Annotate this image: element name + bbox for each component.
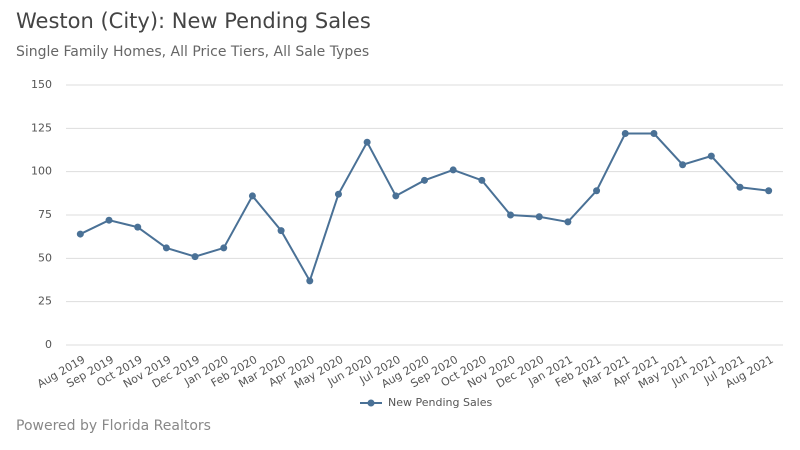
data-point (650, 130, 658, 138)
y-tick-label: 25 (38, 295, 52, 308)
data-point (277, 227, 285, 235)
data-point (334, 190, 342, 198)
data-point (306, 277, 314, 285)
data-point (363, 138, 371, 146)
data-point (392, 192, 400, 200)
data-point (765, 187, 773, 195)
data-point (535, 213, 543, 221)
data-point (564, 218, 572, 226)
data-point (621, 130, 629, 138)
legend-marker (367, 399, 375, 407)
chart-title: Weston (City): New Pending Sales (16, 9, 371, 33)
data-point (76, 230, 84, 238)
data-point (593, 187, 601, 195)
data-point (736, 183, 744, 191)
data-point (162, 244, 170, 252)
y-tick-label: 75 (38, 208, 52, 221)
data-point (507, 211, 515, 219)
source-note: Powered by Florida Realtors (16, 418, 211, 434)
data-point (105, 216, 113, 224)
data-point (707, 152, 715, 160)
data-point (248, 192, 256, 200)
data-point (449, 166, 457, 174)
y-tick-label: 0 (45, 338, 52, 351)
data-point (191, 253, 199, 261)
y-tick-label: 125 (31, 121, 52, 134)
legend-label: New Pending Sales (388, 396, 493, 409)
data-point (679, 161, 687, 169)
y-tick-label: 100 (31, 165, 52, 178)
y-tick-label: 150 (31, 78, 52, 91)
chart-subtitle: Single Family Homes, All Price Tiers, Al… (16, 44, 369, 60)
data-point (220, 244, 228, 252)
y-tick-label: 50 (38, 251, 52, 264)
data-point (134, 223, 142, 231)
data-point (421, 176, 428, 184)
data-point (478, 176, 486, 184)
